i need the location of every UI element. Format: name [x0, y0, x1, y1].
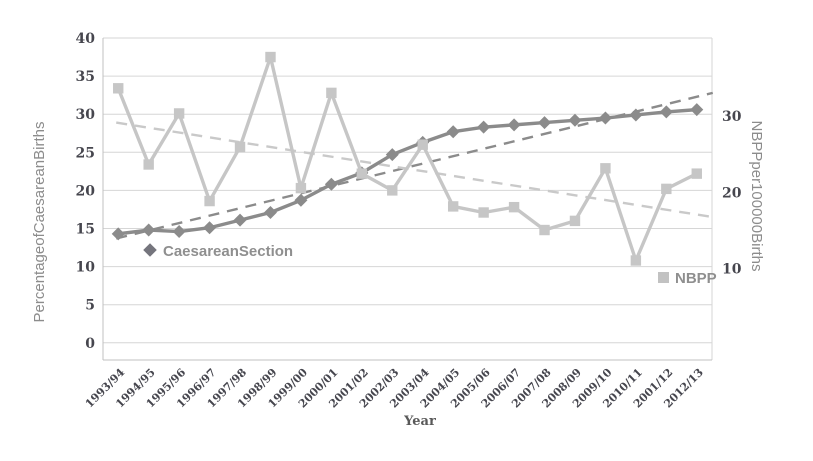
left-axis-tick-10: 10	[76, 260, 96, 276]
marker-NBPP-1993-94	[113, 83, 124, 94]
left-axis-tick-35: 35	[76, 69, 95, 85]
marker-NBPP-2005-06	[478, 207, 489, 218]
legend-diamond-icon	[143, 243, 157, 257]
marker-NBPP-1995-96	[173, 108, 185, 119]
marker-NBPP-2007-08	[539, 224, 550, 236]
marker-CaesareanSection-1997-98	[233, 213, 247, 227]
marker-NBPP-2000-01	[326, 87, 337, 99]
marker-CaesareanSection-2005-06	[477, 120, 491, 134]
legend-label-caesarean-section: CaesareanSection	[163, 243, 293, 260]
marker-CaesareanSection-1996-97	[203, 221, 217, 235]
marker-CaesareanSection-2001-12	[659, 105, 673, 119]
marker-NBPP-2012-13	[691, 168, 702, 179]
left-axis-tick-0: 0	[85, 336, 95, 352]
left-axis-tick-5: 5	[85, 298, 95, 314]
marker-CaesareanSection-1998-99	[263, 205, 277, 220]
marker-CaesareanSection-2000-01	[324, 177, 338, 191]
left-axis-tick-30: 30	[76, 107, 96, 123]
marker-CaesareanSection-2002-03	[385, 148, 399, 162]
marker-CaesareanSection-1995-96	[172, 225, 186, 239]
marker-NBPP-1999-00	[295, 182, 307, 194]
right-axis-title: NBPPper100000Births	[748, 121, 765, 272]
marker-CaesareanSection-1994-95	[142, 223, 156, 237]
right-axis-tick-30: 30	[722, 109, 742, 125]
marker-CaesareanSection-2007-08	[538, 116, 552, 130]
legend-label-nbpp: NBPP	[675, 270, 717, 287]
left-axis-tick-20: 20	[76, 183, 96, 199]
series-line-NBPP	[116, 55, 698, 263]
marker-NBPP-2002-03	[387, 185, 398, 196]
marker-NBPP-2003-04	[417, 139, 428, 150]
left-axis-tick-25: 25	[76, 145, 95, 161]
marker-NBPP-2009-10	[600, 163, 611, 174]
left-axis-title: PercentageofCaesareanBirths	[31, 122, 48, 323]
right-axis-tick-20: 20	[722, 185, 742, 201]
right-axis-tick-10: 10	[722, 262, 742, 278]
marker-NBPP-2001-02	[356, 168, 368, 179]
marker-CaesareanSection-2004-05	[446, 125, 460, 139]
legend-square-icon	[658, 272, 669, 283]
trendline-CaesareanSection-linear-trend	[115, 91, 714, 240]
marker-NBPP-1998-99	[265, 51, 276, 63]
marker-NBPP-2008-09	[569, 215, 581, 227]
marker-CaesareanSection-2009-10	[598, 111, 612, 125]
marker-NBPP-1997-98	[234, 141, 246, 153]
marker-NBPP-2010-11	[630, 255, 642, 266]
marker-NBPP-1996-97	[204, 195, 215, 207]
marker-NBPP-2004-05	[447, 201, 459, 212]
left-axis-tick-15: 15	[76, 222, 95, 238]
left-axis-tick-40: 40	[76, 31, 96, 47]
marker-NBPP-2006-07	[508, 201, 520, 213]
trendline-NBPP-linear-trend	[116, 121, 713, 219]
marker-CaesareanSection-1999-00	[294, 193, 308, 207]
marker-CaesareanSection-1993-94	[111, 227, 125, 241]
marker-NBPP-2001-12	[661, 183, 672, 195]
x-axis-title: Year	[403, 414, 436, 429]
marker-NBPP-1994-95	[143, 159, 154, 170]
marker-CaesareanSection-2006-07	[507, 118, 521, 132]
